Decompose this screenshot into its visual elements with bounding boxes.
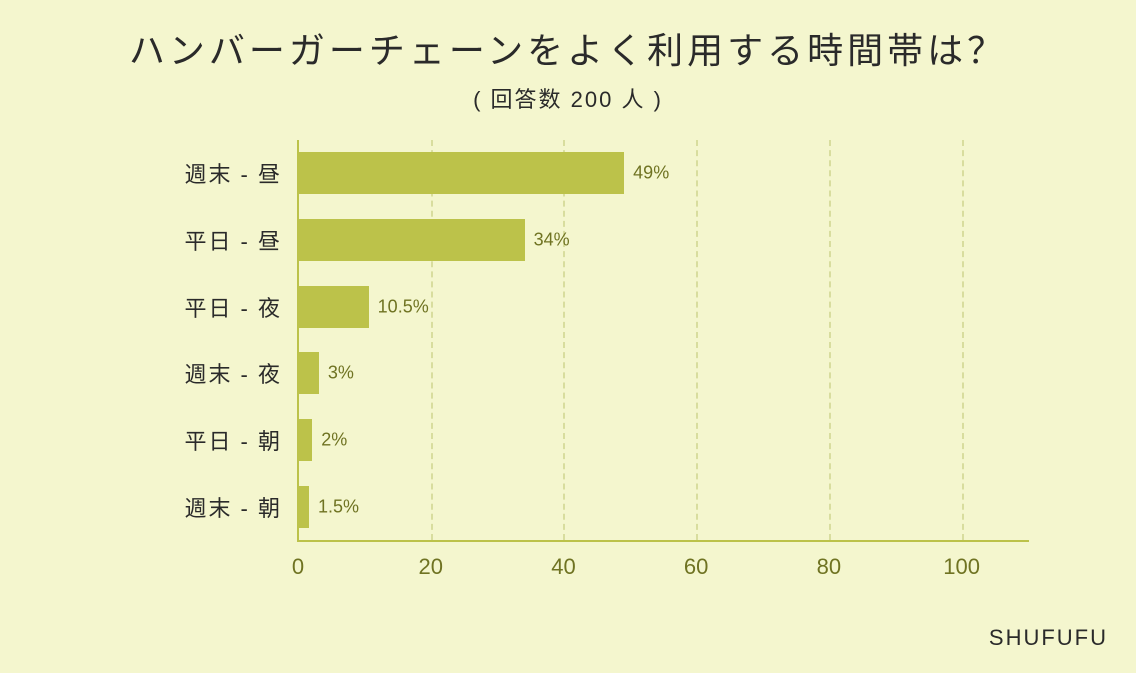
plot-area: 49% 34% 10.5% 3% 2% 1.5% [298,140,1028,540]
gridline [431,140,433,540]
x-tick-label: 40 [551,554,575,580]
category-label: 週末 - 朝 [184,491,282,523]
gridline [829,140,831,540]
gridline [696,140,698,540]
bar [299,219,525,261]
bar [299,152,624,194]
x-tick-label: 20 [418,554,442,580]
gridline [563,140,565,540]
bar-value-label: 49% [633,163,669,184]
x-tick-label: 80 [817,554,841,580]
chart-subtitle: ( 回答数 200 人 ) [0,82,1136,114]
chart-title: ハンバーガーチェーンをよく利用する時間帯は？ [0,0,1136,74]
category-label: 平日 - 夜 [184,291,282,323]
bar [299,286,369,328]
bar [299,419,312,461]
category-label: 平日 - 昼 [184,224,282,256]
x-axis [297,540,1029,542]
category-label: 平日 - 朝 [184,424,282,456]
x-tick-label: 0 [292,554,304,580]
chart-container: 49% 34% 10.5% 3% 2% 1.5% 週末 - 昼平日 - 昼平日 - 夜週末… [130,140,1050,580]
category-label: 週末 - 夜 [184,357,282,389]
bar-value-label: 10.5% [378,296,429,317]
bar-value-label: 1.5% [318,496,359,517]
bar-value-label: 34% [534,230,570,251]
y-axis [297,140,299,540]
bar-value-label: 3% [328,363,354,384]
bar [299,486,309,528]
source-label: SHUFUFU [989,625,1108,651]
category-label: 週末 - 昼 [184,157,282,189]
gridline [962,140,964,540]
bar-value-label: 2% [321,430,347,451]
x-tick-label: 100 [943,554,980,580]
bar [299,352,319,394]
x-tick-label: 60 [684,554,708,580]
